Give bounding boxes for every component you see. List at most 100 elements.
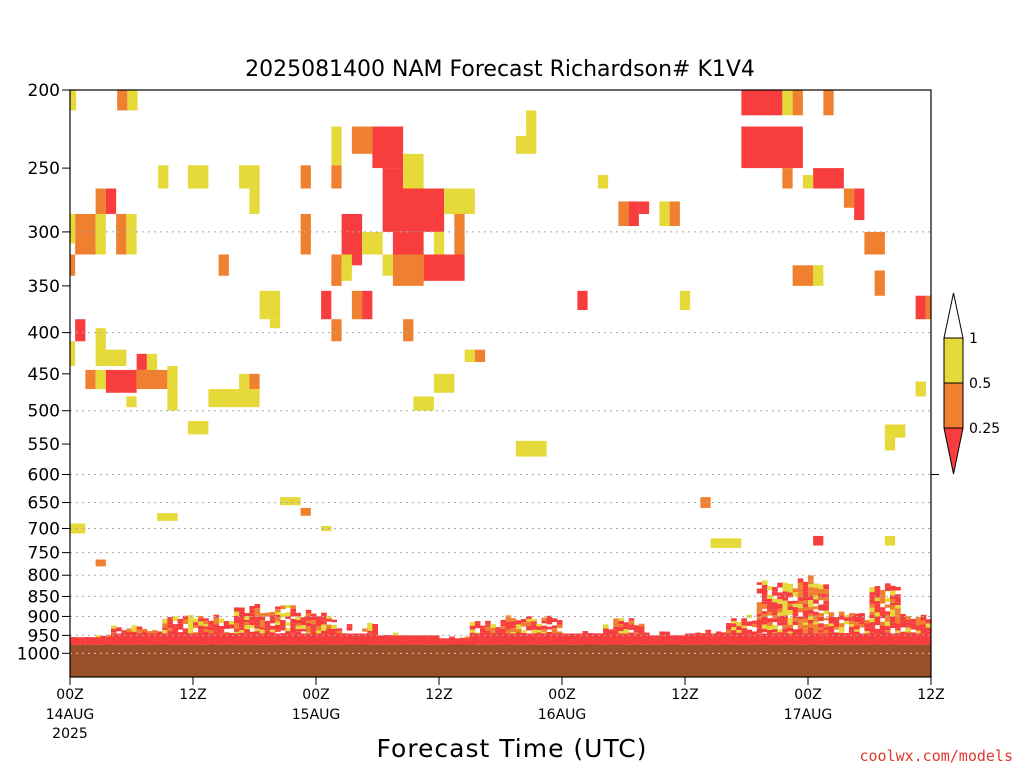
bl-cell (838, 611, 845, 616)
bl-cell (900, 631, 906, 636)
bl-cell (854, 631, 860, 635)
bl-cell (316, 626, 322, 631)
bl-cell (741, 618, 747, 622)
bl-cell (510, 625, 517, 629)
data-cell (126, 213, 137, 255)
bl-cell (100, 637, 107, 645)
bl-cell (182, 633, 189, 645)
bl-cell (715, 631, 722, 635)
data-cell (331, 254, 342, 286)
bl-cell (767, 601, 773, 606)
bl-cell (469, 625, 476, 630)
data-cell (925, 295, 931, 320)
bl-cell (490, 633, 496, 645)
bl-cell (879, 614, 886, 619)
bl-cell (362, 628, 368, 632)
bl-cell (618, 624, 624, 627)
bl-cell (849, 615, 855, 619)
bl-cell (526, 618, 532, 622)
bl-cell (346, 624, 353, 627)
bl-cell (787, 606, 794, 611)
data-cell (372, 126, 404, 169)
bl-cell (295, 616, 302, 620)
bl-cell (131, 625, 138, 628)
bl-cell (792, 618, 799, 622)
bl-cell (485, 624, 491, 627)
bl-cell (249, 625, 255, 629)
data-cell (403, 153, 424, 189)
bl-cell (674, 635, 681, 645)
bl-cell (792, 633, 799, 645)
bl-cell (787, 627, 794, 632)
bl-cell (813, 615, 819, 620)
bl-cell (792, 609, 799, 613)
bl-cell (326, 628, 332, 634)
bl-cell (290, 612, 296, 617)
bl-cell (920, 617, 927, 621)
bl-cell (480, 628, 486, 633)
bl-cell (367, 622, 373, 628)
bl-cell (777, 592, 783, 596)
bl-cell (254, 619, 261, 623)
data-cell (823, 90, 834, 116)
bl-cell (305, 628, 312, 633)
bl-cell (761, 593, 768, 599)
bl-cell (659, 635, 665, 645)
bl-cell (869, 595, 876, 600)
bl-cell (136, 626, 143, 630)
bl-cell (290, 608, 296, 613)
bl-cell (213, 617, 220, 621)
bl-cell (813, 624, 819, 628)
bl-cell (843, 614, 850, 618)
bl-cell (823, 604, 829, 609)
bl-cell (633, 629, 640, 633)
bl-cell (823, 630, 829, 634)
bl-cell (541, 625, 548, 630)
bl-cell (813, 587, 819, 593)
bl-cell (890, 619, 896, 623)
bl-cell (628, 627, 635, 630)
bl-cell (890, 612, 896, 617)
bl-cell (285, 616, 291, 619)
bl-cell (833, 633, 840, 645)
bl-cell (531, 627, 537, 630)
bl-cell (813, 592, 819, 596)
data-cell (127, 90, 138, 111)
bl-cell (305, 620, 312, 623)
bl-cell (203, 624, 209, 627)
bl-cell (300, 617, 307, 621)
bl-cell (772, 586, 778, 592)
y-tick-label: 850 (28, 587, 60, 607)
bl-cell (526, 616, 532, 619)
bl-cell (633, 633, 640, 645)
bl-cell (510, 621, 517, 626)
data-cell (710, 538, 742, 548)
bl-cell (285, 612, 291, 617)
bl-cell (521, 619, 527, 623)
bl-cell (869, 618, 876, 623)
bl-cell (767, 633, 773, 645)
bl-cell (792, 592, 799, 597)
bl-cell (198, 615, 204, 619)
bl-cell (613, 630, 619, 636)
bl-cell (177, 623, 184, 627)
bl-cell (531, 633, 537, 645)
bl-cell (905, 633, 911, 645)
x-date-label: 17AUG (784, 707, 833, 723)
bl-cell (859, 624, 865, 628)
bl-cell (772, 591, 778, 596)
bl-cell (715, 633, 722, 645)
data-cell (167, 365, 178, 386)
bl-cell (551, 628, 558, 633)
data-cell (300, 507, 311, 516)
data-cell (659, 201, 670, 227)
bl-cell (741, 628, 747, 632)
data-cell (95, 559, 106, 567)
bl-cell (469, 633, 476, 645)
bl-cell (254, 625, 261, 629)
bl-cell (818, 612, 824, 617)
bl-cell (849, 624, 855, 627)
data-cell (341, 254, 352, 281)
bl-cell (208, 633, 214, 645)
bl-cell (321, 624, 327, 627)
